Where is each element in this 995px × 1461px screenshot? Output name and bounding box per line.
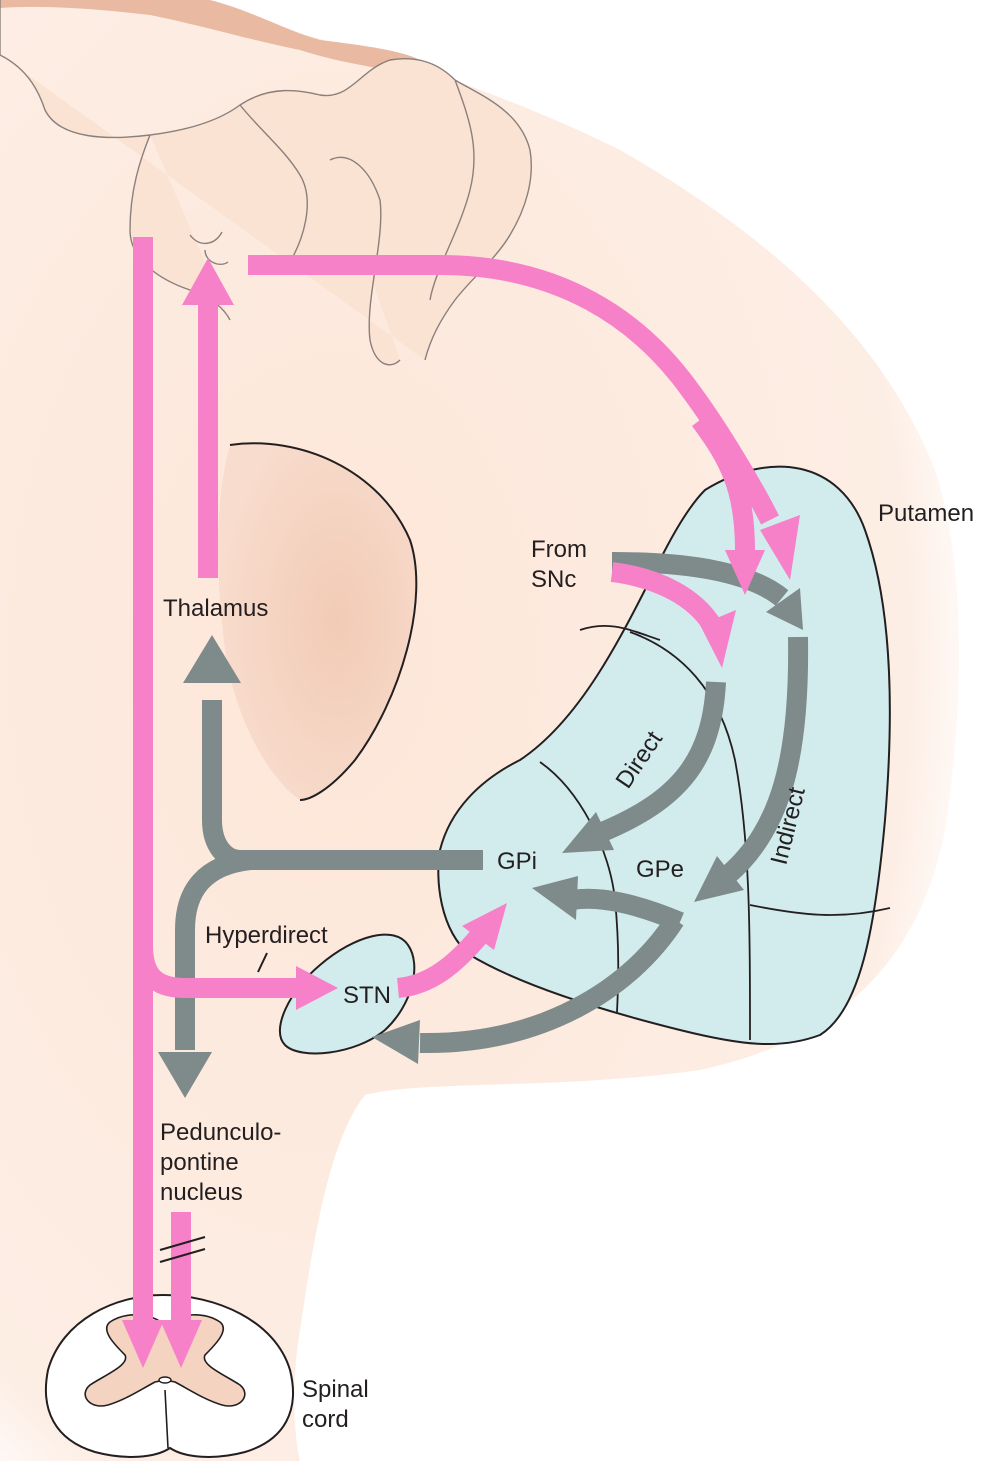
hyperdirect-pathway	[133, 944, 300, 998]
snc-indirect-arrowhead	[766, 588, 803, 630]
thalamus-label: Thalamus	[163, 595, 268, 622]
ppn-arrowhead	[158, 1052, 212, 1098]
excitatory-pathways	[122, 237, 800, 1368]
hyperdirect-label: Hyperdirect	[205, 922, 328, 949]
corticostriatal-arrowhead-1	[760, 515, 800, 580]
labels: Putamen From SNc Thalamus Direct Indirec…	[160, 500, 974, 1433]
putamen-label: Putamen	[878, 500, 974, 527]
gpe-stn-arrow	[419, 914, 684, 1054]
ppn-label-line1: Pedunculo-	[160, 1119, 281, 1146]
brain-tissue	[0, 0, 959, 1461]
spinal-cord	[44, 1293, 294, 1458]
from-snc-label-line2: SNc	[531, 566, 576, 593]
stn-label: STN	[343, 982, 391, 1009]
stn-gpi-arrowhead	[462, 903, 507, 950]
hyperdirect-arrowhead	[296, 966, 338, 1010]
gpi-label: GPi	[497, 848, 537, 875]
direct-pathway-arrow	[596, 681, 726, 843]
ppn-projection	[175, 850, 252, 1050]
snc-indirect-arrow	[611, 552, 789, 606]
marks	[159, 952, 268, 1263]
thalamus-arrowhead	[183, 635, 241, 683]
putamen-boundary	[629, 631, 751, 1041]
ppn-label-line3: nucleus	[160, 1179, 243, 1206]
spinal-cord-label-line1: Spinal	[302, 1376, 369, 1403]
from-snc-label-line1: From	[531, 536, 587, 563]
corticostriatal-arrowhead-2	[725, 550, 765, 595]
direct-pathway-arrowhead	[562, 812, 614, 853]
hyperdirect-tick	[257, 952, 268, 973]
corticospinal-arrowhead	[122, 1320, 164, 1368]
gpe-gpi-arrowhead	[532, 876, 578, 920]
snc-direct-arrowhead	[700, 610, 736, 668]
corticostriatal-branch	[691, 414, 755, 551]
stn-gpi-arrow	[396, 928, 488, 998]
corticostriatal-tract	[248, 255, 779, 525]
ppn-label-line2: pontine	[160, 1149, 239, 1176]
central-canal	[158, 1376, 172, 1384]
cortex-surface	[0, 0, 430, 75]
inhibitory-pathways	[158, 552, 809, 1098]
thalamocortical-arrowhead	[182, 258, 234, 305]
snc-direct-arrow	[610, 562, 721, 631]
spinal-cord-label-line2: cord	[302, 1406, 349, 1433]
thalamus-outline	[229, 442, 418, 801]
thalamus-region	[218, 443, 417, 800]
transection-mark	[159, 1236, 206, 1263]
gpe-inner-line	[749, 904, 891, 916]
indirect-pathway-arrowhead	[694, 856, 744, 902]
ppn-spinal-arrowhead	[160, 1320, 202, 1368]
spinal-median-fissure	[164, 1389, 169, 1449]
indirect-pathway-arrow	[721, 636, 809, 883]
gpe-label: GPe	[636, 856, 684, 883]
cortex-deep-sulcus	[189, 231, 229, 266]
gpe-stn-arrowhead	[372, 1020, 420, 1064]
putamen-inner-line	[579, 624, 661, 641]
